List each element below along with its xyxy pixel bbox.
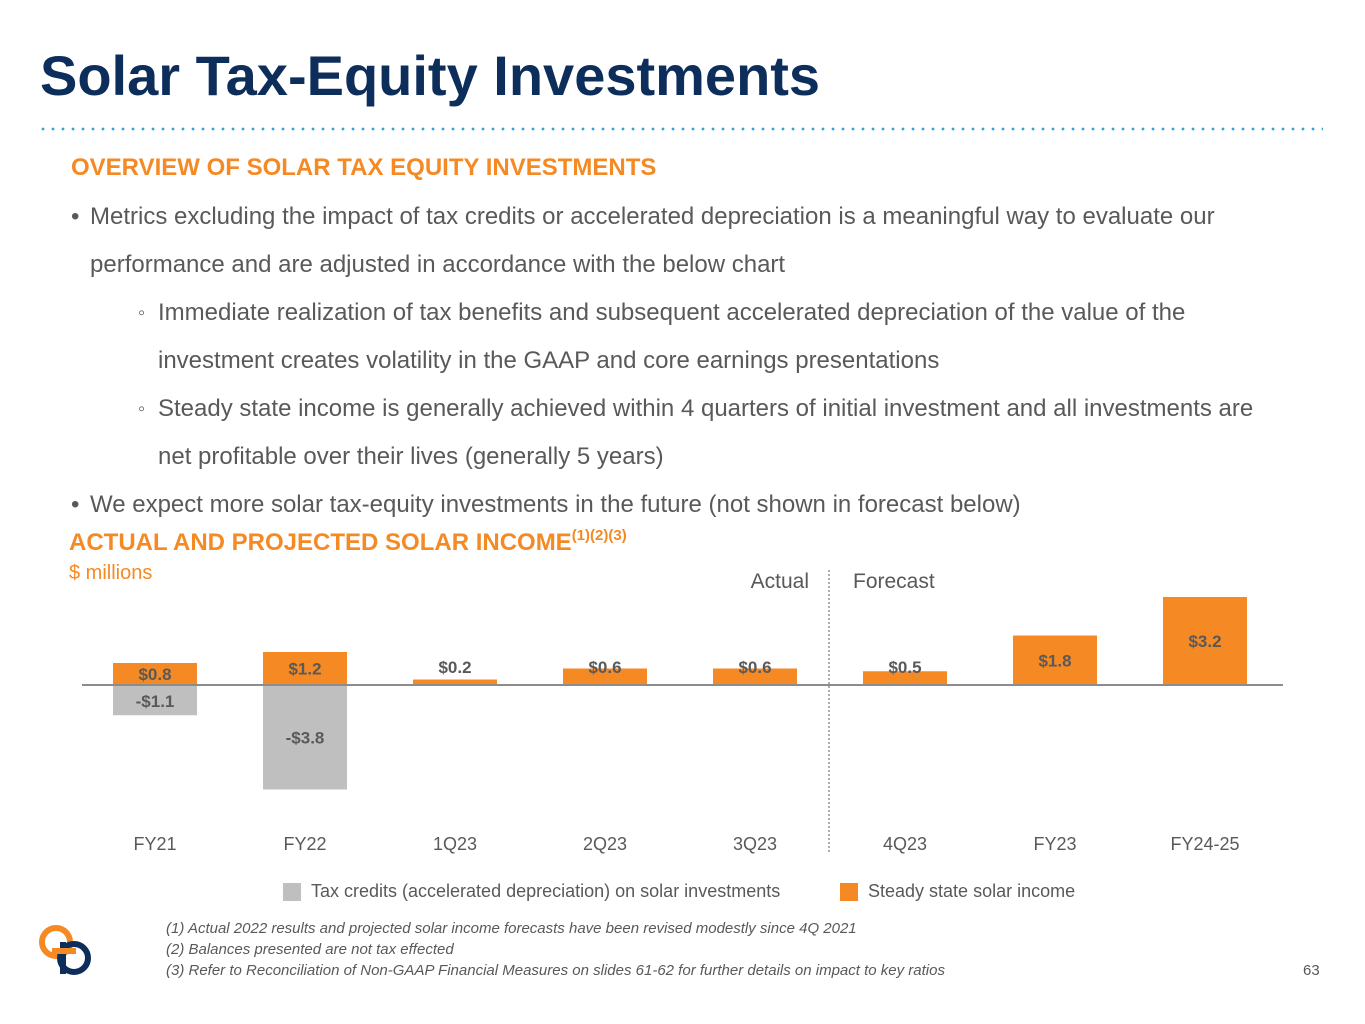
bullet-mark: • bbox=[71, 491, 80, 518]
sub-bullet-mark: ◦ bbox=[138, 302, 146, 324]
bar-steady-state-2q23 bbox=[563, 668, 647, 685]
x-tick-label-1q23: 1Q23 bbox=[433, 834, 477, 854]
sub-bullet-1-text: Immediate realization of tax benefits an… bbox=[158, 299, 1186, 374]
x-tick-label-fy24-25: FY24-25 bbox=[1170, 834, 1239, 854]
bar-steady-state-1q23 bbox=[413, 679, 497, 685]
label-steady-state-fy21: $0.8 bbox=[138, 665, 171, 684]
x-tick-label-3q23: 3Q23 bbox=[733, 834, 777, 854]
sub-bullet-2: ◦ Steady state income is generally achie… bbox=[138, 385, 1278, 481]
label-tax-credits-fy21: -$1.1 bbox=[136, 692, 175, 711]
footnote-1: (1) Actual 2022 results and projected so… bbox=[166, 920, 857, 937]
label-steady-state-4q23: $0.5 bbox=[888, 658, 921, 677]
label-steady-state-fy22: $1.2 bbox=[288, 660, 321, 679]
chart-heading: ACTUAL AND PROJECTED SOLAR INCOME(1)(2)(… bbox=[69, 527, 627, 557]
legend-label-tax-credits: Tax credits (accelerated depreciation) o… bbox=[311, 881, 781, 901]
chart-heading-footnote-refs: (1)(2)(3) bbox=[571, 527, 627, 544]
sub-bullet-1: ◦ Immediate realization of tax benefits … bbox=[138, 289, 1278, 385]
chart-units: $ millions bbox=[69, 562, 153, 584]
x-tick-label-fy22: FY22 bbox=[283, 834, 326, 854]
sub-bullet-mark: ◦ bbox=[138, 398, 146, 420]
sub-bullet-2-text: Steady state income is generally achieve… bbox=[158, 395, 1254, 470]
bullet-mark: • bbox=[71, 203, 80, 230]
label-steady-state-fy24-25: $3.2 bbox=[1188, 632, 1221, 651]
legend-label-steady-state: Steady state solar income bbox=[868, 881, 1076, 901]
overview-heading: OVERVIEW OF SOLAR TAX EQUITY INVESTMENTS bbox=[71, 154, 657, 181]
company-logo-icon bbox=[39, 925, 91, 975]
x-tick-label-2q23: 2Q23 bbox=[583, 834, 627, 854]
bar-steady-state-fy23 bbox=[1013, 635, 1097, 685]
bullet-2-text: We expect more solar tax-equity investme… bbox=[90, 491, 1021, 518]
bullet-2: • We expect more solar tax-equity invest… bbox=[71, 481, 1270, 529]
solar-income-chart: -$1.1 $0.8 FY21 -$3.8 $1.2 FY22 $0.2 1Q23 $0.6 2Q… bbox=[82, 570, 1283, 854]
label-steady-state-2q23: $0.6 bbox=[588, 658, 621, 677]
label-steady-state-fy23: $1.8 bbox=[1038, 651, 1071, 670]
x-tick-label-4q23: 4Q23 bbox=[883, 834, 927, 854]
bar-steady-state-fy21 bbox=[113, 663, 197, 685]
chart-heading-text: ACTUAL AND PROJECTED SOLAR INCOME bbox=[69, 529, 572, 556]
footnote-2: (2) Balances presented are not tax effec… bbox=[166, 941, 454, 958]
bar-tax-credits-fy22 bbox=[263, 685, 347, 790]
label-steady-state-3q23: $0.6 bbox=[738, 658, 771, 677]
dotted-divider bbox=[38, 127, 1323, 131]
x-tick-label-fy23: FY23 bbox=[1033, 834, 1076, 854]
bar-steady-state-fy24-25 bbox=[1163, 597, 1247, 685]
label-tax-credits-fy22: -$3.8 bbox=[286, 728, 325, 747]
legend-item-tax-credits: Tax credits (accelerated depreciation) o… bbox=[283, 881, 780, 902]
page-title: Solar Tax-Equity Investments bbox=[40, 44, 821, 107]
bullet-1-text: Metrics excluding the impact of tax cred… bbox=[90, 203, 1215, 278]
bar-tax-credits-fy21 bbox=[113, 685, 197, 716]
bar-steady-state-3q23 bbox=[713, 668, 797, 685]
legend-item-steady-state: Steady state solar income bbox=[840, 881, 1075, 902]
bar-steady-state-fy22 bbox=[263, 652, 347, 685]
legend-swatch-orange bbox=[840, 882, 858, 901]
annotation-actual: Actual bbox=[751, 570, 809, 593]
bar-steady-state-4q23 bbox=[863, 671, 947, 685]
legend-swatch-gray bbox=[283, 882, 301, 901]
footnote-3: (3) Refer to Reconciliation of Non-GAAP … bbox=[166, 962, 945, 979]
page-number: 63 bbox=[1303, 962, 1320, 979]
bullet-1: • Metrics excluding the impact of tax cr… bbox=[71, 193, 1270, 289]
annotation-forecast: Forecast bbox=[853, 570, 935, 593]
x-tick-label-fy21: FY21 bbox=[133, 834, 176, 854]
label-steady-state-1q23: $0.2 bbox=[438, 658, 471, 677]
